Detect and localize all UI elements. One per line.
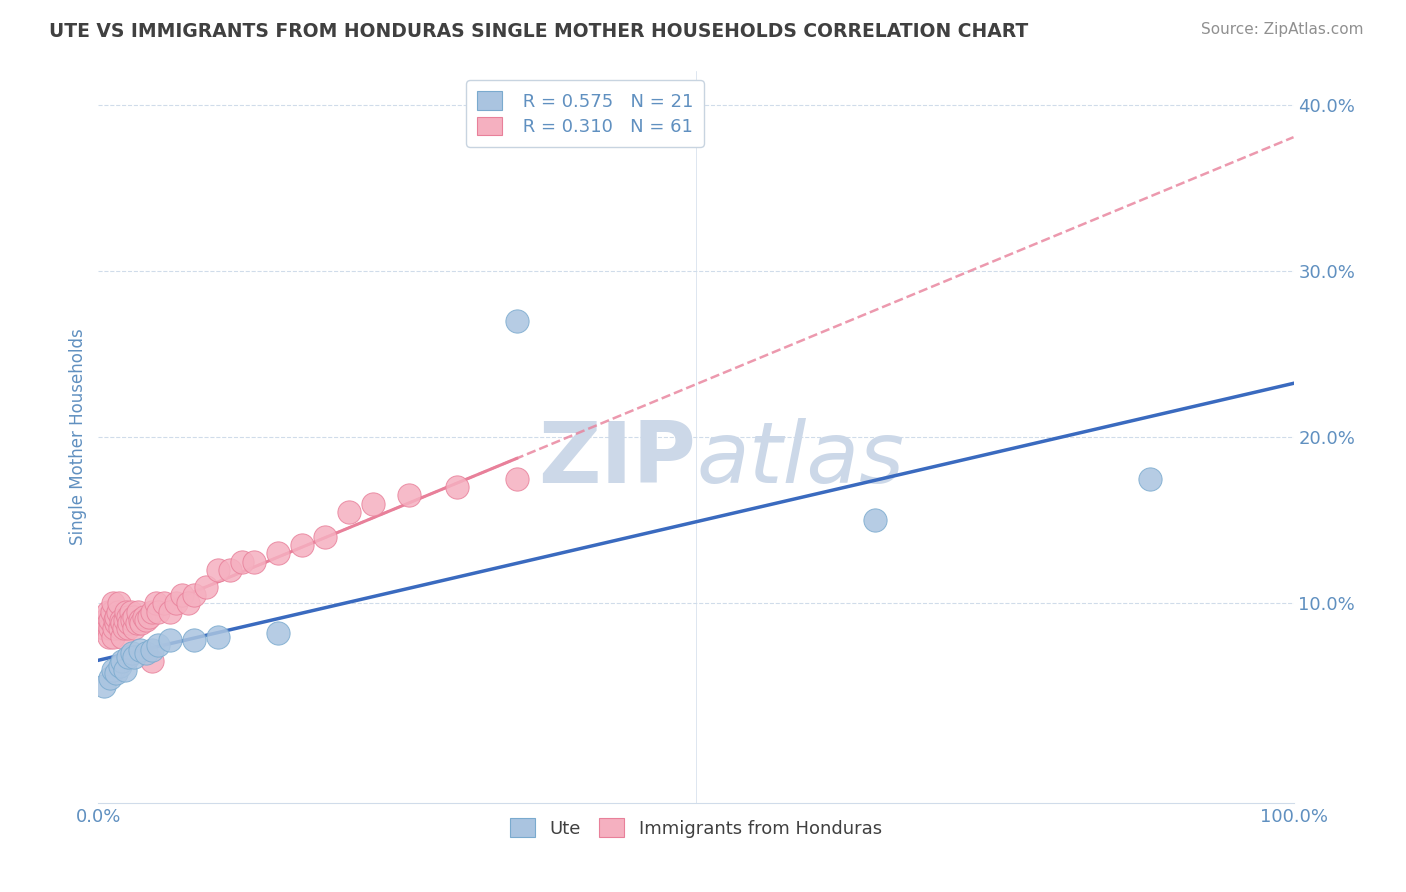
Point — [207, 563, 229, 577]
Point — [120, 605, 142, 619]
Point — [291, 538, 314, 552]
Point — [124, 609, 146, 624]
Point — [177, 596, 200, 610]
Point — [315, 530, 337, 544]
Point — [111, 630, 134, 644]
Point — [93, 621, 115, 635]
Point — [183, 632, 205, 647]
Point — [398, 488, 420, 502]
Point — [506, 472, 529, 486]
Point — [121, 646, 143, 660]
Point — [141, 655, 163, 669]
Point — [117, 621, 139, 635]
Point — [148, 605, 170, 619]
Point — [267, 546, 290, 560]
Point — [165, 596, 187, 610]
Point — [124, 649, 146, 664]
Point — [129, 613, 152, 627]
Point — [219, 563, 242, 577]
Point — [97, 609, 120, 624]
Point — [363, 497, 385, 511]
Point — [506, 314, 529, 328]
Point — [108, 659, 131, 673]
Point — [94, 613, 117, 627]
Point — [100, 605, 122, 619]
Point — [101, 630, 124, 644]
Point — [97, 605, 120, 619]
Point — [127, 605, 149, 619]
Point — [107, 596, 129, 610]
Point — [121, 613, 143, 627]
Text: atlas: atlas — [696, 417, 904, 500]
Point — [117, 609, 139, 624]
Point — [98, 671, 122, 685]
Point — [103, 621, 125, 635]
Point — [172, 588, 194, 602]
Point — [105, 609, 128, 624]
Point — [138, 609, 160, 624]
Point — [339, 505, 361, 519]
Point — [148, 638, 170, 652]
Point — [105, 616, 128, 631]
Point — [131, 616, 153, 631]
Point — [112, 621, 135, 635]
Point — [96, 616, 118, 631]
Point — [135, 646, 157, 660]
Text: ZIP: ZIP — [538, 417, 696, 500]
Point — [129, 643, 152, 657]
Point — [446, 480, 468, 494]
Point — [153, 596, 176, 610]
Point — [93, 680, 115, 694]
Point — [114, 613, 136, 627]
Point — [111, 616, 134, 631]
Point — [132, 609, 155, 624]
Point — [195, 580, 218, 594]
Point — [108, 621, 131, 635]
Text: Source: ZipAtlas.com: Source: ZipAtlas.com — [1201, 22, 1364, 37]
Point — [98, 621, 122, 635]
Point — [105, 666, 128, 681]
Point — [118, 616, 141, 631]
Point — [207, 630, 229, 644]
Point — [145, 596, 167, 610]
Point — [1139, 472, 1161, 486]
Point — [141, 643, 163, 657]
Point — [125, 616, 148, 631]
Point — [135, 613, 157, 627]
Point — [865, 513, 887, 527]
Point — [107, 605, 129, 619]
Y-axis label: Single Mother Households: Single Mother Households — [69, 329, 87, 545]
Point — [114, 663, 136, 677]
Text: UTE VS IMMIGRANTS FROM HONDURAS SINGLE MOTHER HOUSEHOLDS CORRELATION CHART: UTE VS IMMIGRANTS FROM HONDURAS SINGLE M… — [49, 22, 1028, 41]
Point — [98, 630, 121, 644]
Point — [243, 555, 266, 569]
Point — [110, 613, 132, 627]
Point — [231, 555, 253, 569]
Point — [267, 626, 290, 640]
Point — [124, 621, 146, 635]
Point — [183, 588, 205, 602]
Point — [115, 605, 138, 619]
Point — [111, 655, 134, 669]
Point — [98, 613, 122, 627]
Point — [141, 605, 163, 619]
Point — [101, 596, 124, 610]
Point — [117, 649, 139, 664]
Point — [104, 613, 127, 627]
Point — [159, 605, 181, 619]
Point — [101, 663, 124, 677]
Point — [159, 632, 181, 647]
Legend: Ute, Immigrants from Honduras: Ute, Immigrants from Honduras — [503, 811, 889, 845]
